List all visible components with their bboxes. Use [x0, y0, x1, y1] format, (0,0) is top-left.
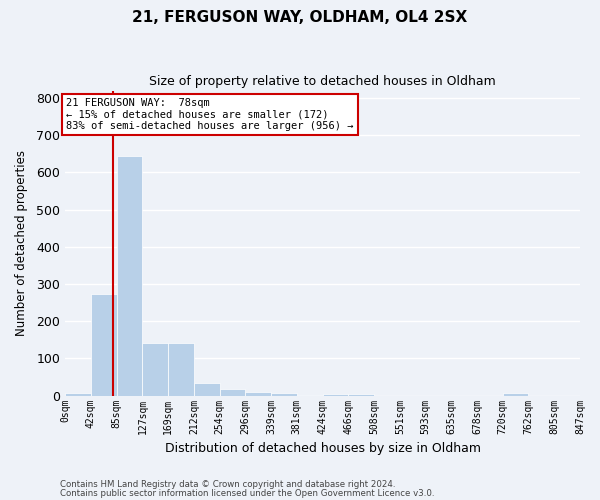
Text: 21, FERGUSON WAY, OLDHAM, OL4 2SX: 21, FERGUSON WAY, OLDHAM, OL4 2SX [133, 10, 467, 25]
Bar [194, 382, 220, 396]
Bar [220, 390, 245, 396]
Bar [65, 393, 91, 396]
Bar [271, 393, 297, 396]
Bar [349, 394, 374, 396]
Title: Size of property relative to detached houses in Oldham: Size of property relative to detached ho… [149, 75, 496, 88]
Bar [323, 394, 349, 396]
Bar [142, 343, 168, 396]
Bar [168, 343, 194, 396]
Y-axis label: Number of detached properties: Number of detached properties [15, 150, 28, 336]
Text: Contains public sector information licensed under the Open Government Licence v3: Contains public sector information licen… [60, 490, 434, 498]
X-axis label: Distribution of detached houses by size in Oldham: Distribution of detached houses by size … [164, 442, 481, 455]
Bar [297, 394, 323, 396]
Bar [91, 294, 117, 396]
Bar [117, 156, 142, 396]
Text: Contains HM Land Registry data © Crown copyright and database right 2024.: Contains HM Land Registry data © Crown c… [60, 480, 395, 489]
Text: 21 FERGUSON WAY:  78sqm
← 15% of detached houses are smaller (172)
83% of semi-d: 21 FERGUSON WAY: 78sqm ← 15% of detached… [67, 98, 354, 131]
Bar [503, 394, 529, 396]
Bar [245, 392, 271, 396]
